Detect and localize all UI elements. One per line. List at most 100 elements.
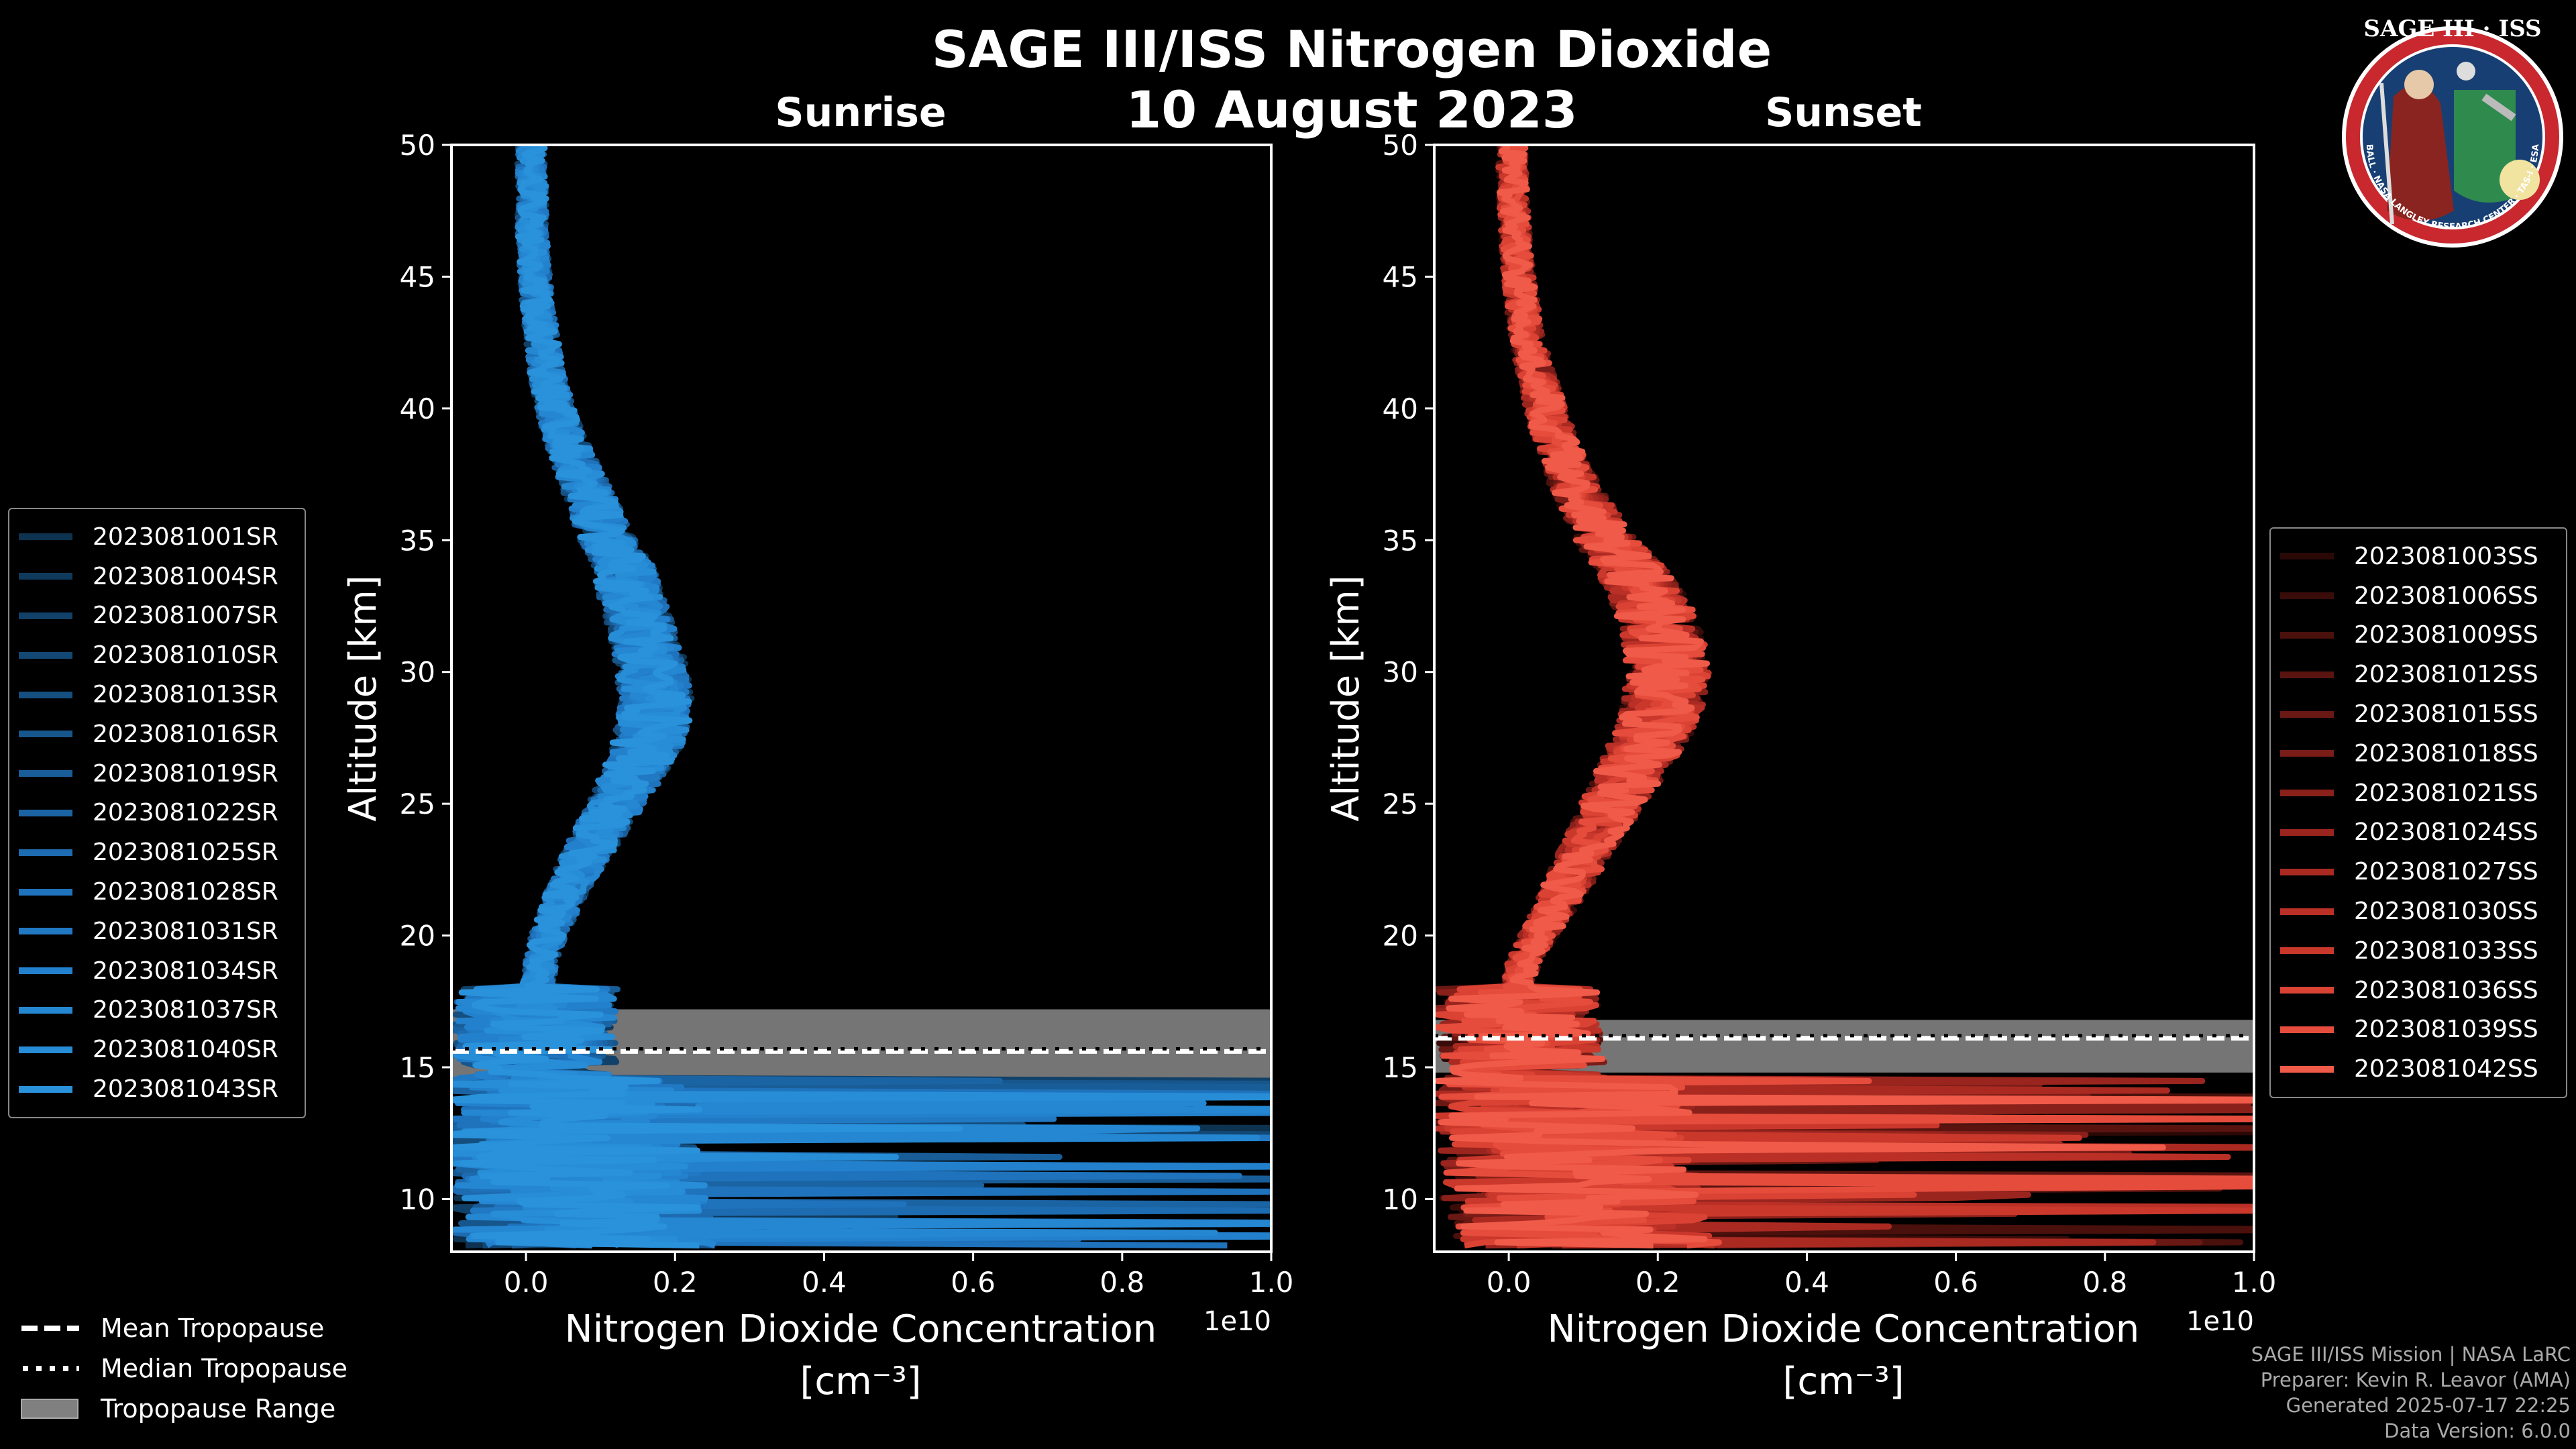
legend-item: 2023081022SR — [19, 794, 295, 833]
legend-label: 2023081004SR — [93, 562, 278, 590]
x-tick-label: 0.0 — [1487, 1266, 1532, 1299]
legend-label: 2023081039SS — [2354, 1016, 2538, 1044]
legend-item: 2023081012SS — [2280, 655, 2557, 694]
legend-label: 2023081040SR — [93, 1036, 278, 1064]
legend-label: 2023081006SS — [2354, 582, 2538, 610]
sunrise-x-axis-label: Nitrogen Dioxide Concentration — [565, 1307, 1157, 1351]
sunrise-x-ticks: 0.0 0.2 0.4 0.6 0.8 1.0 — [504, 1252, 1293, 1299]
footer-mission: SAGE III/ISS Mission | NASA LaRC — [2251, 1343, 2571, 1366]
legend-item: 2023081004SR — [19, 557, 295, 596]
legend-swatch — [19, 888, 72, 896]
earth-landmass-icon — [2454, 90, 2516, 203]
footer-preparer: Preparer: Kevin R. Leavor (AMA) — [2260, 1368, 2571, 1391]
y-tick-label: 30 — [400, 656, 435, 689]
legend-item: 2023081009SS — [2280, 616, 2557, 655]
dotted-line-icon — [23, 1366, 79, 1371]
legend-label: 2023081009SS — [2354, 621, 2538, 649]
y-tick-label: 15 — [1383, 1051, 1418, 1084]
y-tick-label: 45 — [1383, 260, 1418, 293]
y-tick-label: 15 — [400, 1051, 435, 1084]
legend-label: 2023081019SR — [93, 759, 278, 788]
legend-item: 2023081028SR — [19, 872, 295, 912]
figure-head-icon — [2404, 70, 2434, 99]
legend-label: 2023081018SS — [2354, 739, 2538, 767]
x-tick-label: 0.4 — [802, 1266, 847, 1299]
x-tick-label: 0.0 — [504, 1266, 549, 1299]
y-tick-label: 30 — [1383, 656, 1418, 689]
figure-date: 10 August 2023 — [1126, 80, 1577, 140]
legend-label: 2023081022SR — [93, 799, 278, 827]
sunset-x-axis-unit: [cm⁻³] — [1782, 1360, 1904, 1403]
legend-label: 2023081036SS — [2354, 976, 2538, 1004]
legend-label: 2023081015SS — [2354, 700, 2538, 729]
legend-label: 2023081042SS — [2354, 1055, 2538, 1083]
legend-swatch — [2280, 908, 2334, 915]
profile-line-2023081042SS — [1434, 145, 2254, 1249]
legend-item: 2023081042SS — [2280, 1049, 2557, 1089]
tropopause-legend: Mean Tropopause Median Tropopause Tropop… — [20, 1308, 347, 1429]
legend-swatch — [19, 967, 72, 975]
y-tick-label: 35 — [400, 524, 435, 557]
y-tick-label: 25 — [1383, 788, 1418, 820]
sunset-x-offset-label: 1e10 — [2186, 1306, 2254, 1337]
legend-mean-tropopause-label: Mean Tropopause — [101, 1313, 325, 1343]
sunset-panel-title: Sunset — [1765, 89, 1922, 136]
legend-label: 2023081034SR — [93, 957, 278, 985]
footer-version: Data Version: 6.0.0 — [2384, 1419, 2571, 1442]
x-tick-label: 0.6 — [1933, 1266, 1978, 1299]
sunset-x-axis-label: Nitrogen Dioxide Concentration — [1548, 1307, 2140, 1351]
sunrise-y-ticks: 10 15 20 25 30 35 40 45 50 — [400, 129, 451, 1216]
legend-item: 2023081033SS — [2280, 931, 2557, 971]
moon-icon — [2457, 62, 2475, 80]
legend-item: 2023081037SR — [19, 991, 295, 1030]
x-tick-label: 0.8 — [2082, 1266, 2127, 1299]
figure-footer: SAGE III/ISS Mission | NASA LaRC Prepare… — [2251, 1342, 2571, 1444]
profile-line-2023081036SS — [1434, 145, 1917, 1249]
legend-swatch — [19, 533, 72, 541]
logo-title: SAGE III · ISS — [2363, 15, 2541, 42]
legend-item: 2023081007SR — [19, 596, 295, 636]
legend-label: 2023081003SS — [2354, 542, 2538, 570]
sunset-x-ticks: 0.0 0.2 0.4 0.6 0.8 1.0 — [1487, 1252, 2276, 1299]
sunrise-y-axis-label: Altitude [km] — [341, 575, 385, 821]
sunset-legend: 2023081003SS 2023081006SS 2023081009SS 2023… — [2269, 527, 2567, 1099]
sage-iii-iss-mission-logo: SAGE III · ISS BALL · NASA LANGLEY RESEA… — [2342, 15, 2563, 248]
legend-label: 2023081024SS — [2354, 818, 2538, 847]
legend-label: 2023081010SR — [93, 641, 278, 669]
legend-swatch — [2280, 671, 2334, 678]
legend-swatch — [19, 928, 72, 935]
y-tick-label: 50 — [400, 129, 435, 162]
legend-item: 2023081001SR — [19, 517, 295, 557]
legend-swatch — [2280, 1026, 2334, 1033]
legend-item: 2023081003SS — [2280, 537, 2557, 576]
sunrise-x-offset-label: 1e10 — [1203, 1306, 1271, 1337]
sunrise-plot-area — [451, 145, 1271, 1249]
legend-label: 2023081001SR — [93, 523, 278, 551]
legend-swatch — [2280, 710, 2334, 718]
x-tick-label: 0.4 — [1784, 1266, 1829, 1299]
y-tick-label: 20 — [400, 920, 435, 953]
x-tick-label: 0.2 — [653, 1266, 698, 1299]
figure-robe-icon — [2387, 85, 2454, 221]
legend-item: 2023081024SS — [2280, 813, 2557, 853]
legend-swatch — [19, 1085, 72, 1093]
legend-label: 2023081037SR — [93, 996, 278, 1024]
iss-station-icon — [2481, 93, 2516, 121]
dashed-line-icon — [21, 1326, 79, 1331]
legend-item: 2023081040SR — [19, 1030, 295, 1069]
sun-icon — [2500, 160, 2540, 200]
staff-icon — [2379, 83, 2394, 225]
legend-item: 2023081013SR — [19, 675, 295, 714]
legend-swatch — [19, 1046, 72, 1053]
sunset-y-axis-label: Altitude [km] — [1324, 575, 1368, 821]
legend-item: 2023081016SR — [19, 714, 295, 754]
legend-tropopause-range-label: Tropopause Range — [101, 1394, 336, 1424]
y-tick-label: 20 — [1383, 920, 1418, 953]
legend-item: 2023081010SR — [19, 635, 295, 675]
legend-swatch — [2280, 828, 2334, 836]
y-tick-label: 10 — [1383, 1183, 1418, 1216]
x-tick-label: 0.8 — [1099, 1266, 1144, 1299]
legend-label: 2023081007SR — [93, 602, 278, 630]
legend-swatch — [19, 691, 72, 698]
